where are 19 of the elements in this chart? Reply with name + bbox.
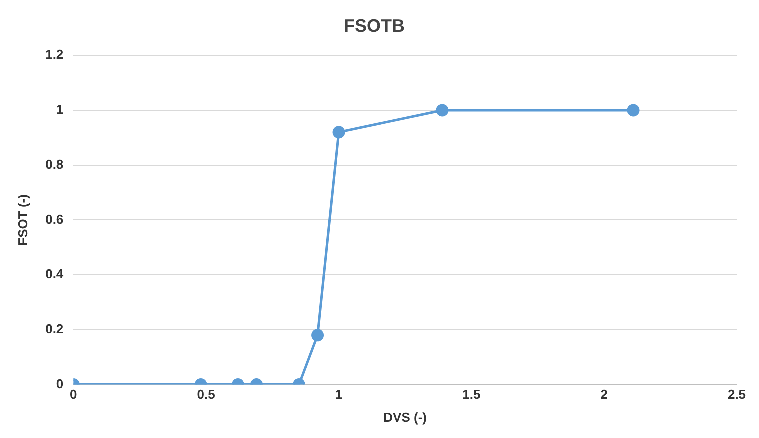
y-tick-label: 0.2 bbox=[46, 322, 64, 337]
x-tick-label: 2 bbox=[600, 387, 608, 402]
x-tick-label: 2.5 bbox=[728, 387, 746, 402]
x-tick-label: 1 bbox=[335, 387, 343, 402]
point bbox=[627, 104, 640, 117]
point bbox=[332, 126, 346, 139]
x-tick-label: 0.5 bbox=[197, 387, 216, 402]
x-tick-label: 0 bbox=[70, 387, 78, 402]
x-axis-title: DVS (-) bbox=[384, 410, 428, 425]
x-tick-label: 1.5 bbox=[462, 387, 481, 402]
y-tick-label: 0.6 bbox=[46, 212, 64, 227]
y-tick-label: 0.4 bbox=[46, 266, 64, 282]
y-tick-label: 0.8 bbox=[46, 156, 64, 172]
y-tick-label: 1 bbox=[56, 102, 64, 118]
point bbox=[436, 104, 449, 117]
y-axis-title: FSOT (-) bbox=[15, 194, 30, 246]
y-tick-label: 0 bbox=[56, 376, 64, 392]
chart-title: FSOTB bbox=[344, 16, 405, 36]
y-tick-label: 1.2 bbox=[46, 47, 64, 62]
